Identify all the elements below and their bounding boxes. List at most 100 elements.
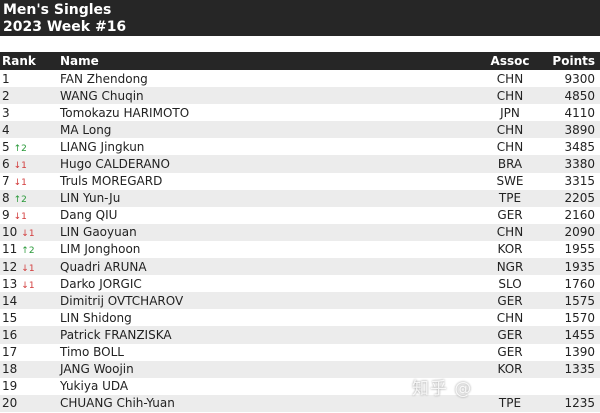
rank-value: 19 xyxy=(2,379,18,394)
points-cell: 2160 xyxy=(564,208,595,223)
player-name: Yukiya UDA xyxy=(60,379,129,394)
points-cell: 1935 xyxy=(564,259,595,274)
rank-cell: 19 xyxy=(0,379,60,393)
rank-cell: 12 ↓1 xyxy=(0,260,60,274)
table-row: 2 WANG Chuqin CHN 4850 xyxy=(0,87,600,105)
assoc-cell: KOR xyxy=(497,362,523,377)
rank-cell: 3 xyxy=(0,106,60,120)
table-row: 6 ↓1 Hugo CALDERANO BRA 3380 xyxy=(0,155,600,173)
header-assoc: Assoc xyxy=(490,54,530,68)
rank-change-up-icon: ↑2 xyxy=(13,143,27,154)
rank-cell: 14 xyxy=(0,294,60,308)
rank-value: 13 xyxy=(2,276,18,291)
rank-value: 2 xyxy=(2,88,10,103)
rank-value: 3 xyxy=(2,105,10,120)
rank-cell: 9 ↓1 xyxy=(0,208,60,222)
points-cell: 4110 xyxy=(564,105,595,120)
watermark: 知乎 @ xyxy=(412,379,473,399)
rank-value: 12 xyxy=(2,259,18,274)
points-cell: 3890 xyxy=(564,122,595,137)
table-row: 7 ↓1 Truls MOREGARD SWE 3315 xyxy=(0,173,600,190)
rank-cell: 13 ↓1 xyxy=(0,277,60,291)
rank-value: 6 xyxy=(2,157,10,172)
points-cell: 3315 xyxy=(564,174,595,189)
table-row: 4 MA Long CHN 3890 xyxy=(0,121,600,139)
player-name: WANG Chuqin xyxy=(60,88,144,103)
assoc-cell: CHN xyxy=(496,139,524,154)
assoc-cell: CHN xyxy=(496,225,524,240)
points-cell: 1955 xyxy=(564,242,595,257)
points-cell: 3485 xyxy=(564,139,595,154)
rank-cell: 17 xyxy=(0,345,60,359)
table-row: 10 ↓1 LIN Gaoyuan CHN 2090 xyxy=(0,223,600,241)
player-name: FAN Zhendong xyxy=(60,71,148,86)
table-row: 15 LIN Shidong CHN 1570 xyxy=(0,309,600,326)
rank-cell: 4 xyxy=(0,123,60,137)
rank-change-up-icon: ↑2 xyxy=(21,246,35,257)
table-row: 9 ↓1 Dang QIU GER 2160 xyxy=(0,207,600,224)
player-name: Tomokazu HARIMOTO xyxy=(60,105,190,120)
player-name: Hugo CALDERANO xyxy=(60,157,170,172)
rank-change-down-icon: ↓1 xyxy=(13,178,27,189)
rank-value: 1 xyxy=(2,71,10,86)
player-name: Truls MOREGARD xyxy=(60,174,163,189)
rank-cell: 15 xyxy=(0,311,60,325)
rank-value: 17 xyxy=(2,345,18,360)
rank-value: 8 xyxy=(2,191,10,206)
table-row: 19 Yukiya UDA xyxy=(0,378,600,395)
rank-change-down-icon: ↓1 xyxy=(21,229,35,240)
points-cell: 3380 xyxy=(564,157,595,172)
player-name: Patrick FRANZISKA xyxy=(60,327,172,342)
table-row: 1 FAN Zhendong CHN 9300 xyxy=(0,70,600,87)
table-row: 13 ↓1 Darko JORGIC SLO 1760 xyxy=(0,275,600,292)
points-cell: 1235 xyxy=(564,396,595,411)
rank-value: 4 xyxy=(2,122,10,137)
assoc-cell: TPE xyxy=(498,396,522,411)
player-name: Dimitrij OVTCHAROV xyxy=(60,293,184,308)
assoc-cell: CHN xyxy=(496,71,524,86)
title-line-1: Men's Singles xyxy=(3,2,112,18)
rank-value: 9 xyxy=(2,208,10,223)
rank-cell: 10 ↓1 xyxy=(0,225,60,239)
player-name: LIM Jonghoon xyxy=(60,242,141,257)
player-name: MA Long xyxy=(60,122,112,137)
points-cell: 1390 xyxy=(564,345,595,360)
points-cell: 9300 xyxy=(564,71,595,86)
assoc-cell: TPE xyxy=(498,191,522,206)
rank-cell: 1 xyxy=(0,72,60,86)
rank-value: 16 xyxy=(2,327,18,342)
rank-value: 7 xyxy=(2,174,10,189)
player-name: CHUANG Chih-Yuan xyxy=(60,396,175,411)
rank-value: 5 xyxy=(2,139,10,154)
points-cell: 2090 xyxy=(564,225,595,240)
rank-value: 20 xyxy=(2,396,18,411)
ranking-table: Rank Name Assoc Points 1 FAN Zhendong CH… xyxy=(0,52,600,412)
title-line-2: 2023 Week #16 xyxy=(3,19,127,35)
rank-value: 14 xyxy=(2,293,18,308)
header-rank: Rank xyxy=(2,54,36,68)
table-row: 18 JANG Woojin KOR 1335 xyxy=(0,360,600,378)
rank-change-down-icon: ↓1 xyxy=(21,280,35,291)
player-name: LIANG Jingkun xyxy=(60,139,145,154)
player-name: LIN Gaoyuan xyxy=(60,225,137,240)
rank-value: 15 xyxy=(2,310,18,325)
rank-cell: 20 xyxy=(0,396,60,410)
header-name: Name xyxy=(60,54,99,68)
rank-change-down-icon: ↓1 xyxy=(13,212,27,223)
assoc-cell: SWE xyxy=(496,174,524,189)
ranking-title: Men's Singles 2023 Week #16 xyxy=(0,0,600,36)
assoc-cell: GER xyxy=(497,345,523,360)
assoc-cell: GER xyxy=(497,293,523,308)
rank-change-down-icon: ↓1 xyxy=(21,263,35,274)
rank-cell: 11 ↑2 xyxy=(0,242,60,256)
rank-cell: 5 ↑2 xyxy=(0,140,60,154)
player-name: LIN Shidong xyxy=(60,310,132,325)
points-cell: 4850 xyxy=(564,88,595,103)
rank-value: 10 xyxy=(2,225,18,240)
player-name: Timo BOLL xyxy=(60,345,124,360)
rank-cell: 7 ↓1 xyxy=(0,174,60,188)
table-header: Rank Name Assoc Points xyxy=(0,52,600,70)
assoc-cell: GER xyxy=(497,327,523,342)
table-row: 3 Tomokazu HARIMOTO JPN 4110 xyxy=(0,104,600,121)
rank-cell: 8 ↑2 xyxy=(0,191,60,205)
